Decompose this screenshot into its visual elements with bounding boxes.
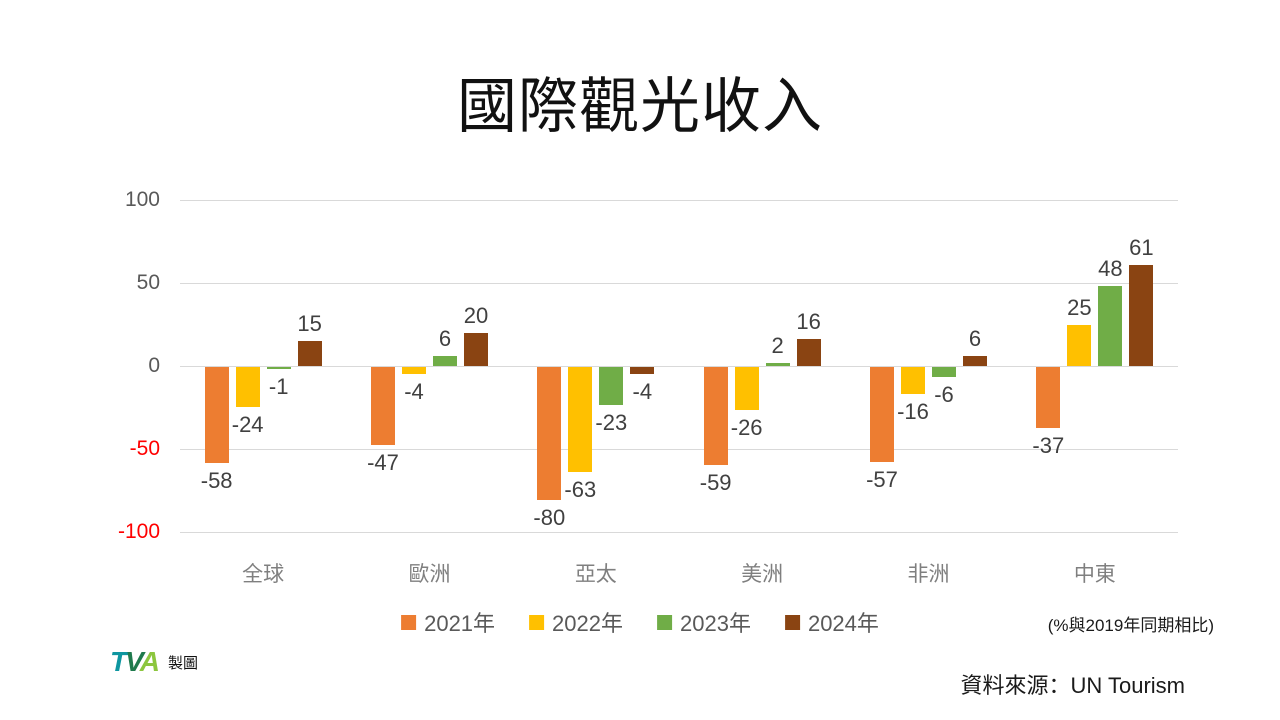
y-tick-label-0: 0 [148, 354, 160, 377]
bar-2024年-非洲 [963, 356, 987, 366]
bar-2024年-美洲 [796, 339, 821, 366]
value-label-2021年-歐洲: -47 [367, 450, 399, 476]
category-label-美洲: 美洲 [741, 563, 784, 586]
value-label-2023年-全球: -1 [268, 374, 289, 399]
gridline--100 [180, 532, 1178, 533]
legend-swatch-icon [657, 614, 672, 630]
bar-2024年-亞太 [630, 367, 655, 374]
value-label-2021年-美洲: -59 [699, 469, 732, 495]
value-label-2024年-歐洲: 20 [463, 302, 489, 328]
legend-label: 2024年 [807, 611, 879, 636]
gridline-0 [180, 366, 1178, 367]
logo-letter-t: T [110, 646, 127, 677]
legend-item-2024年: 2024年 [784, 606, 879, 638]
value-label-2022年-中東: 25 [1067, 294, 1092, 320]
value-label-2022年-非洲: -16 [897, 398, 929, 424]
legend-label: 2022年 [552, 611, 623, 636]
bar-2021年-亞太 [537, 367, 562, 500]
value-label-2021年-全球: -58 [200, 468, 233, 494]
bar-2023年-美洲 [765, 362, 790, 366]
bar-2023年-亞太 [599, 367, 624, 406]
bar-2023年-歐洲 [433, 356, 457, 366]
comparison-note: (%與2019年同期相比) [1047, 616, 1214, 635]
bar-2021年-中東 [1036, 367, 1061, 429]
bar-2022年-亞太 [568, 367, 593, 472]
logo-caption: 製圖 [167, 654, 198, 672]
logo: TVA 製圖 [110, 648, 198, 676]
bar-2021年-非洲 [870, 367, 894, 462]
category-label-亞太: 亞太 [574, 563, 617, 586]
bar-2024年-歐洲 [464, 332, 488, 366]
value-label-2024年-美洲: 16 [796, 309, 821, 335]
bar-2021年-全球 [204, 367, 229, 464]
legend-label: 2021年 [424, 611, 496, 636]
bar-2024年-全球 [297, 341, 322, 366]
category-label-中東: 中東 [1073, 563, 1116, 586]
y-tick-label--50: -50 [129, 437, 160, 460]
bar-2023年-中東 [1098, 286, 1123, 366]
bar-2024年-中東 [1129, 264, 1154, 366]
bar-2021年-美洲 [703, 367, 728, 465]
value-label-2024年-中東: 61 [1129, 234, 1154, 260]
tva-logo-icon: TVA [110, 646, 160, 677]
legend-swatch-icon [529, 614, 545, 630]
legend-item-2021年: 2021年 [401, 606, 495, 638]
bar-2021年-歐洲 [371, 367, 395, 446]
bar-2022年-中東 [1067, 324, 1092, 366]
bar-2023年-非洲 [932, 367, 956, 377]
value-label-2024年-非洲: 6 [968, 326, 982, 352]
value-label-2022年-全球: -24 [231, 411, 264, 437]
y-tick-label-100: 100 [124, 188, 160, 211]
bar-2023年-全球 [266, 367, 291, 369]
value-label-2024年-亞太: -4 [632, 378, 653, 404]
value-label-2023年-歐洲: 6 [438, 326, 452, 352]
y-tick-label-50: 50 [136, 271, 160, 294]
bar-2022年-歐洲 [402, 367, 426, 374]
logo-letter-a: A [139, 646, 160, 677]
value-label-2021年-中東: -37 [1032, 433, 1065, 459]
logo-letter-v: V [125, 646, 142, 677]
legend-item-2022年: 2022年 [529, 606, 623, 638]
value-label-2021年-亞太: -80 [533, 504, 566, 530]
legend-swatch-icon [401, 614, 417, 630]
y-tick-label--100: -100 [117, 520, 160, 543]
value-label-2024年-全球: 15 [297, 311, 322, 337]
value-label-2022年-美洲: -26 [730, 415, 763, 441]
category-label-全球: 全球 [242, 563, 285, 586]
value-label-2023年-非洲: -6 [934, 381, 954, 407]
data-source: 資料來源：UN Tourism [960, 673, 1185, 698]
chart-legend: 2021年 2022年 2023年 2024年 [401, 606, 879, 638]
gridline-100 [180, 200, 1178, 201]
value-label-2022年-亞太: -63 [564, 476, 597, 502]
chart-title: 國際觀光收入 [457, 73, 823, 140]
value-label-2023年-亞太: -23 [595, 410, 628, 436]
gridline--50 [180, 449, 1178, 450]
value-label-2023年-美洲: 2 [771, 332, 784, 358]
legend-label: 2023年 [680, 611, 751, 636]
legend-item-2023年: 2023年 [657, 606, 751, 638]
value-label-2021年-非洲: -57 [866, 466, 898, 492]
bar-2022年-非洲 [901, 367, 925, 394]
legend-swatch-icon [784, 614, 800, 630]
category-label-非洲: 非洲 [907, 563, 950, 586]
bar-2022年-美洲 [734, 367, 759, 411]
value-label-2022年-歐洲: -4 [404, 378, 424, 404]
category-label-歐洲: 歐洲 [408, 563, 451, 586]
value-label-2023年-中東: 48 [1098, 256, 1123, 282]
bar-2022年-全球 [235, 367, 260, 407]
gridline-50 [180, 283, 1178, 284]
